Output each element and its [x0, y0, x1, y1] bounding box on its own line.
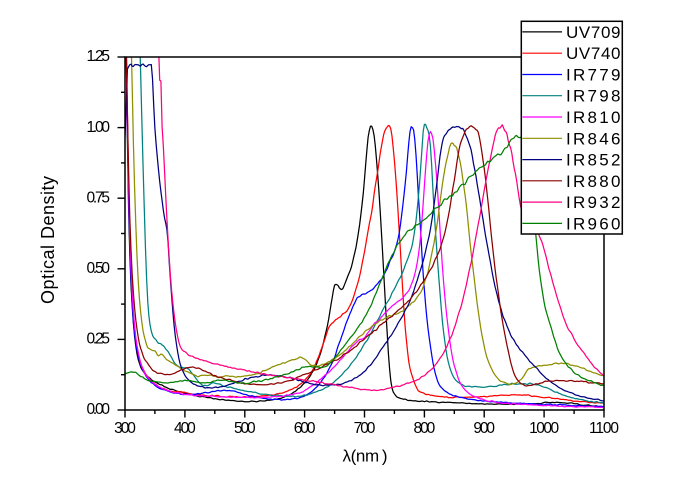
svg-text:0.75: 0.75 [87, 189, 111, 206]
svg-text:IR810: IR810 [566, 108, 621, 127]
svg-text:300: 300 [114, 420, 136, 437]
svg-text:UV740: UV740 [566, 44, 621, 63]
svg-text:IR779: IR779 [566, 66, 621, 85]
svg-text:IR880: IR880 [566, 172, 621, 191]
svg-text:UV709: UV709 [566, 23, 621, 42]
svg-text:500: 500 [234, 420, 256, 437]
svg-text:IR932: IR932 [566, 193, 621, 212]
svg-text:0.00: 0.00 [87, 401, 111, 418]
svg-text:0.50: 0.50 [87, 260, 111, 277]
svg-text:λ(nm ): λ(nm ) [343, 447, 388, 466]
svg-text:600: 600 [294, 420, 316, 437]
svg-text:IR846: IR846 [566, 129, 621, 148]
svg-text:900: 900 [473, 420, 495, 437]
svg-text:400: 400 [174, 420, 196, 437]
svg-text:1100: 1100 [589, 420, 619, 437]
svg-text:IR798: IR798 [566, 87, 621, 106]
svg-text:1000: 1000 [529, 420, 559, 437]
svg-text:800: 800 [414, 420, 436, 437]
svg-text:1.00: 1.00 [87, 119, 111, 136]
svg-text:1.25: 1.25 [87, 48, 111, 65]
svg-text:700: 700 [354, 420, 376, 437]
svg-text:IR852: IR852 [566, 151, 621, 170]
svg-text:Optical Density: Optical Density [38, 176, 58, 304]
svg-text:0.25: 0.25 [87, 331, 111, 348]
svg-text:IR960: IR960 [566, 214, 621, 233]
